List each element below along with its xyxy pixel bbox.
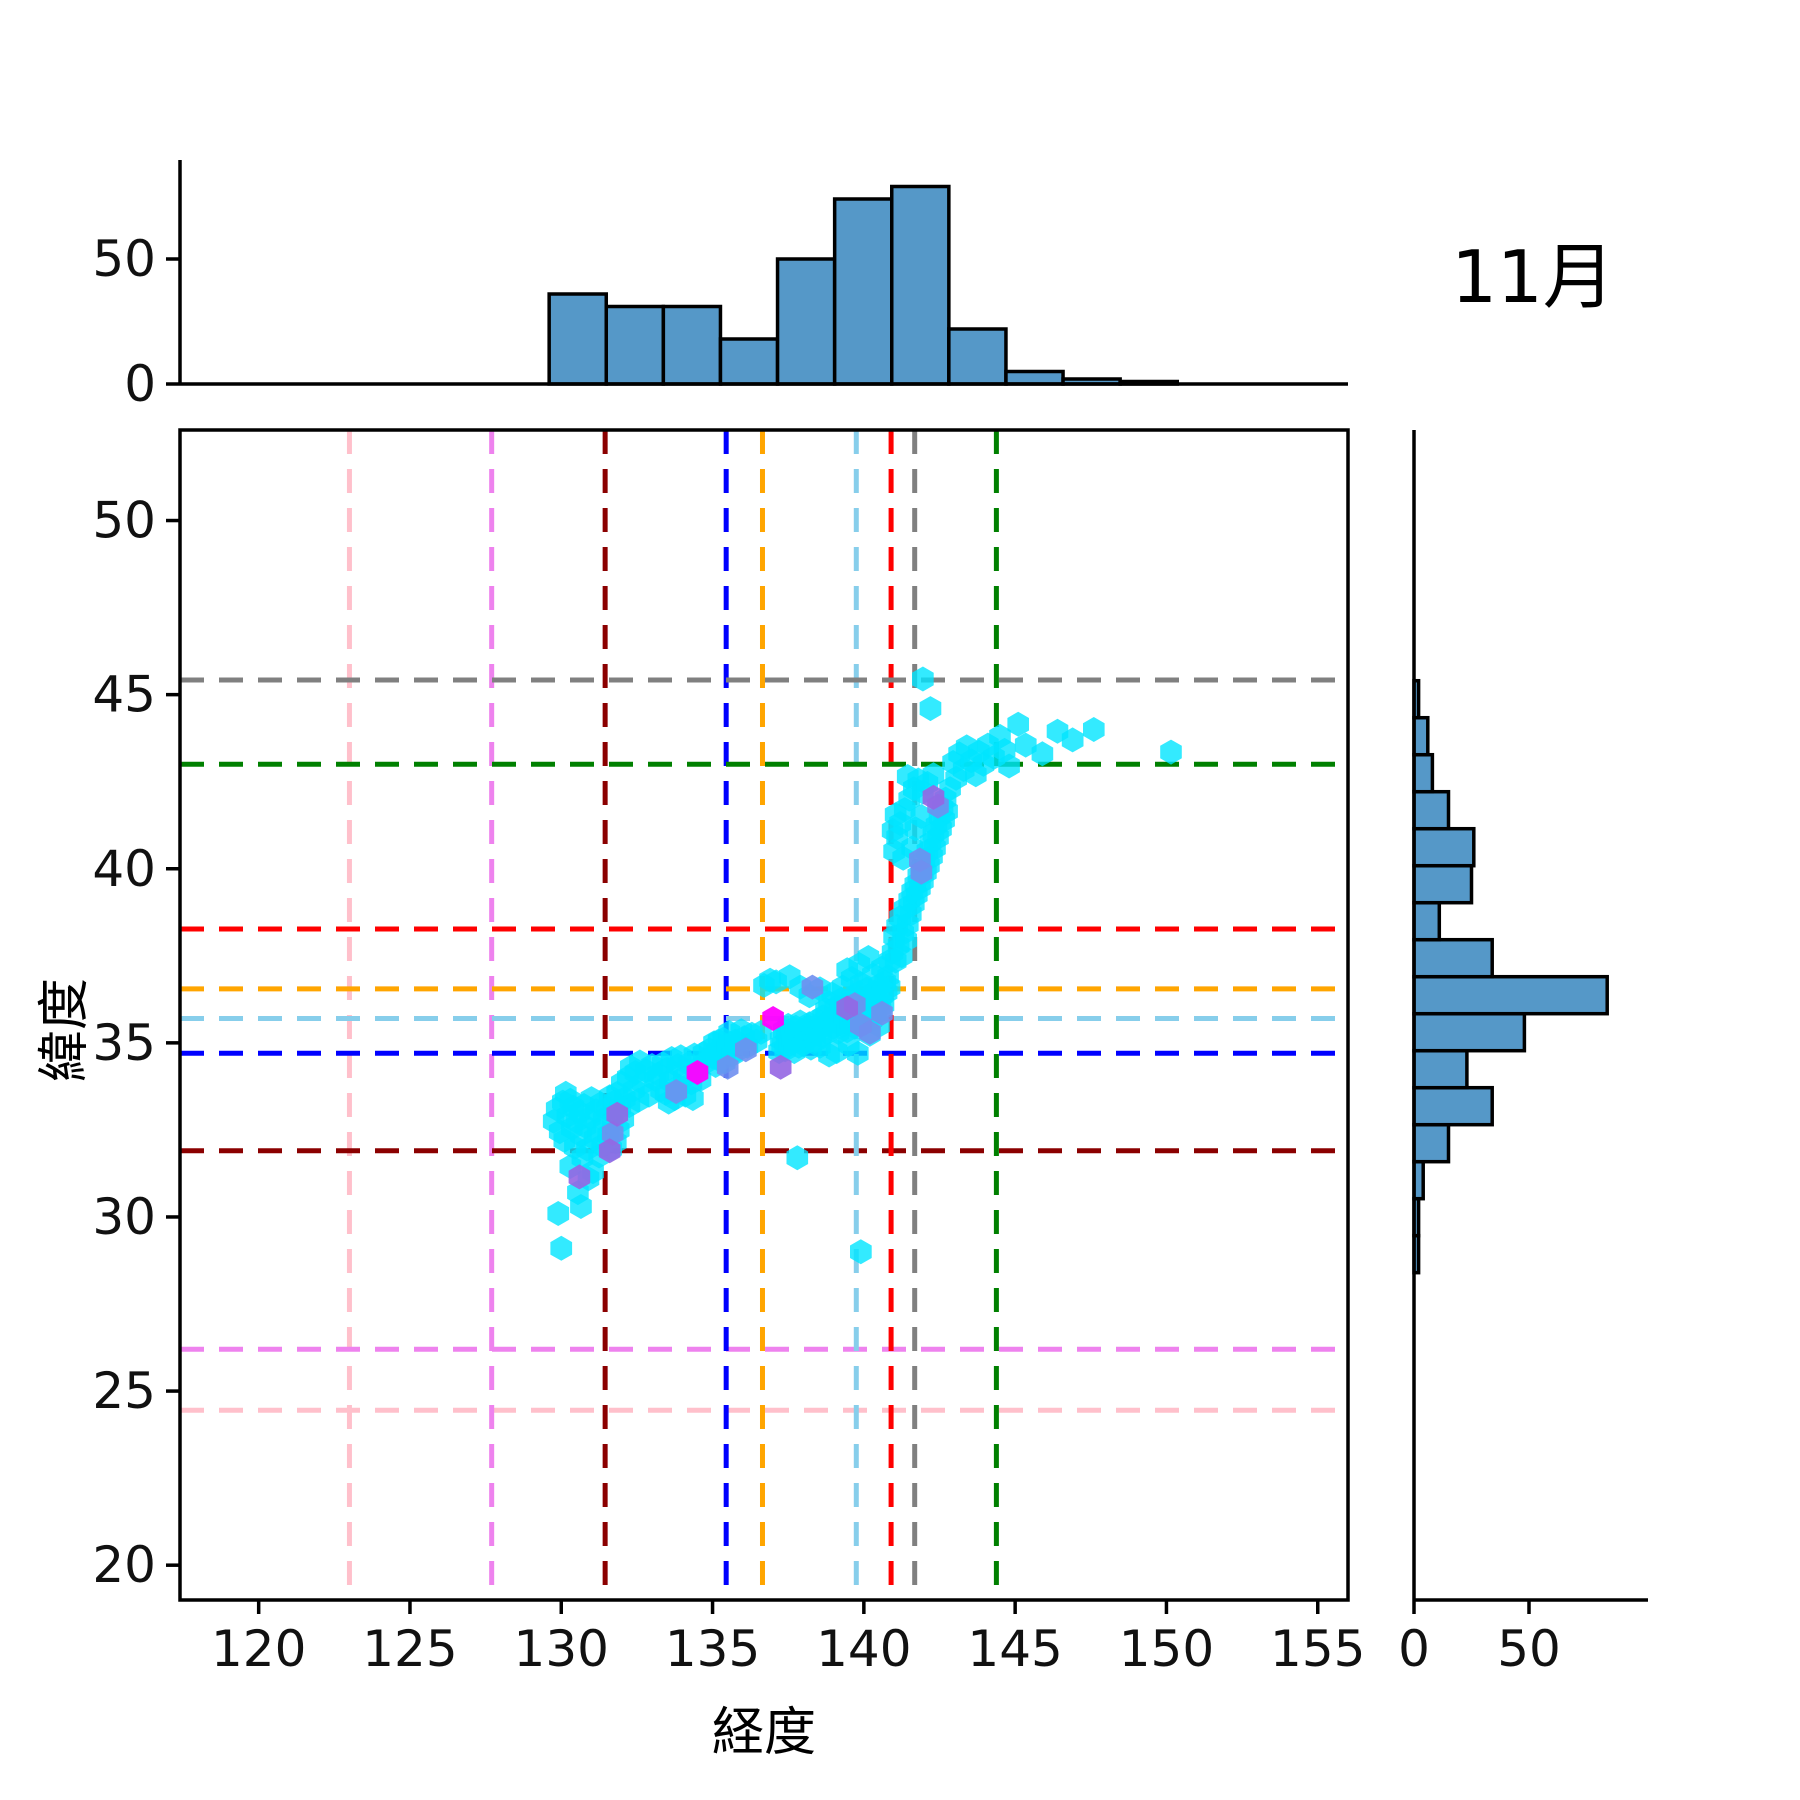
y-tick-label: 45 (92, 666, 156, 724)
scatter-point (606, 1101, 629, 1127)
scatter-point (762, 1006, 784, 1031)
plot-title: 11月 (1451, 235, 1615, 319)
top-hist-bar (547, 292, 609, 386)
right-hist-bar (1412, 1122, 1451, 1164)
scatter-point (716, 1054, 739, 1080)
top-hist-bar (1004, 369, 1065, 386)
points-magenta (686, 1006, 784, 1085)
scatter-point (570, 1194, 592, 1219)
points-purple (568, 784, 945, 1190)
right-hist-bar (1412, 863, 1474, 905)
x-axis-label: 経度 (711, 1703, 816, 1763)
top-hist-bar (718, 337, 780, 386)
y-axis-label: 緯度 (35, 978, 95, 1083)
top-hist-bar (947, 327, 1008, 386)
scatter-point (601, 1120, 624, 1146)
scatter-point (598, 1138, 621, 1164)
right-hist-bar (1412, 715, 1430, 757)
y-tick-label: 50 (92, 492, 156, 550)
scatter-point (735, 1037, 757, 1063)
main-plot-spines (178, 428, 1350, 1602)
scatter-point (857, 945, 880, 970)
marginal-histograms (547, 184, 1609, 1275)
top-hist-bar (890, 184, 951, 386)
x-tick-label: 135 (665, 1620, 760, 1678)
scatter-point (568, 1164, 591, 1190)
top-hist-bar (832, 197, 894, 386)
right-hist-bar (1412, 900, 1442, 942)
scatter-point (686, 1060, 709, 1085)
scatter-point (801, 974, 824, 1000)
x-tick-label: 140 (816, 1620, 911, 1678)
scatter-point (884, 802, 907, 828)
x-tick-label: 155 (1270, 1620, 1365, 1678)
scatter-point (1083, 717, 1105, 742)
y-tick-label: 40 (92, 840, 156, 898)
y-tick-label: 25 (92, 1362, 156, 1420)
x-tick-label: 145 (967, 1620, 1062, 1678)
top-hist-tick-label: 0 (124, 355, 156, 413)
x-tick-label: 130 (514, 1620, 609, 1678)
scatter-point (836, 995, 858, 1021)
top-hist-bar (604, 304, 666, 386)
top-hist-tick-label: 50 (92, 230, 156, 288)
scatter-point (1160, 739, 1182, 765)
x-tick-label: 150 (1119, 1620, 1214, 1678)
scatter-point (878, 974, 901, 1000)
right-hist-bar (1412, 1085, 1494, 1127)
scatter-point (919, 696, 942, 722)
y-tick-label: 20 (92, 1536, 156, 1594)
points-cyan (542, 666, 1182, 1265)
y-tick-label: 35 (92, 1014, 156, 1072)
right-hist-bar (1412, 974, 1609, 1016)
scatter-point (1007, 711, 1029, 737)
y-tick-label: 30 (92, 1188, 156, 1246)
x-tick-label: 125 (362, 1620, 457, 1678)
scatter-point (665, 1079, 688, 1105)
scatter-point (871, 1000, 893, 1026)
top-hist-bar (661, 304, 723, 386)
scatter-point (850, 1239, 872, 1265)
scatter-point (847, 1040, 869, 1066)
scatter-point (1014, 732, 1037, 758)
scatter-point (682, 1086, 704, 1112)
top-hist-bar (775, 257, 837, 386)
scatter-point (550, 1235, 573, 1261)
right-hist-tick-label: 0 (1398, 1620, 1430, 1678)
scatter-point (998, 753, 1020, 779)
right-hist-bar (1412, 1011, 1527, 1053)
scatter-point (910, 859, 933, 885)
scatter-point (912, 666, 934, 692)
right-hist-tick-label: 50 (1497, 1620, 1561, 1678)
x-tick-label: 120 (211, 1620, 306, 1678)
scatter-point (1031, 741, 1054, 767)
axes-spines-ticks: 120 125 130 135 140 145 150 155 20 25 30 35 40 45 50 0 5… (92, 160, 1648, 1678)
scatter-point (786, 1145, 809, 1171)
scatter-point (1061, 727, 1084, 753)
scatter-point (922, 762, 945, 788)
right-hist-bar (1412, 826, 1476, 868)
scatter-point (859, 1019, 881, 1045)
right-hist-bar (1412, 1048, 1469, 1090)
right-hist-bar (1412, 752, 1435, 794)
scatter-point (547, 1201, 570, 1226)
scatter-points (542, 666, 1182, 1265)
scatter-point (769, 1054, 792, 1080)
scatter-point (896, 764, 919, 789)
right-hist-bar (1412, 789, 1451, 831)
scatter-point (922, 784, 945, 810)
right-hist-bar (1412, 937, 1494, 979)
scatter-point (904, 816, 927, 842)
